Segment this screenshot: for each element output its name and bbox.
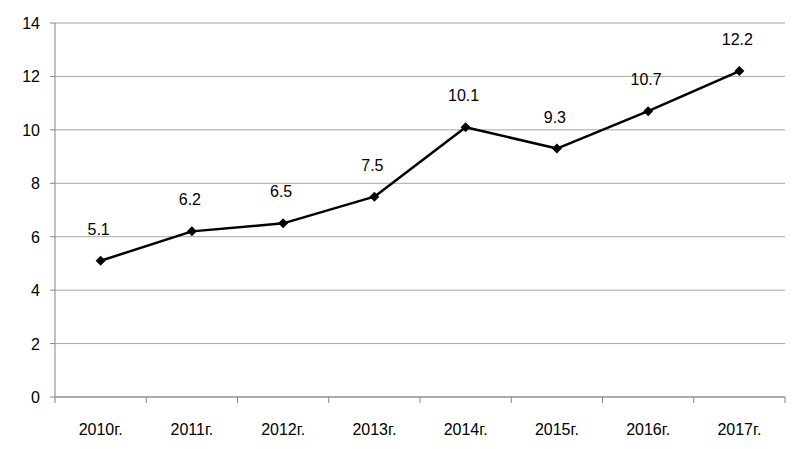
y-tick xyxy=(50,76,55,77)
x-tick-label: 2015г. xyxy=(535,421,579,438)
y-tick-label: 8 xyxy=(31,175,40,192)
data-point xyxy=(734,66,744,76)
x-tick xyxy=(420,397,421,403)
y-tick xyxy=(50,343,55,344)
x-tick xyxy=(602,397,603,403)
y-tick xyxy=(50,236,55,237)
x-tick-label: 2014г. xyxy=(444,421,488,438)
data-line xyxy=(101,71,740,261)
data-label: 10.7 xyxy=(631,71,662,88)
y-tick-label: 6 xyxy=(31,229,40,246)
grid-line xyxy=(55,183,785,184)
plot-area xyxy=(96,66,745,266)
grid-line xyxy=(55,129,785,130)
x-tick-label: 2016г. xyxy=(626,421,670,438)
x-tick-label: 2013г. xyxy=(352,421,396,438)
x-tick xyxy=(693,397,694,403)
x-tick xyxy=(237,397,238,403)
x-tick xyxy=(328,397,329,403)
data-point xyxy=(552,144,562,154)
x-tick-label: 2010г. xyxy=(79,421,123,438)
data-point xyxy=(643,106,653,116)
y-tick-label: 4 xyxy=(31,282,40,299)
data-label: 6.5 xyxy=(270,183,292,200)
x-tick xyxy=(511,397,512,403)
y-tick xyxy=(50,23,55,24)
grid-line xyxy=(55,23,785,24)
y-tick-label: 10 xyxy=(22,122,40,139)
data-point xyxy=(461,122,471,132)
y-tick xyxy=(50,290,55,291)
x-tick xyxy=(55,397,56,403)
grid-line xyxy=(55,76,785,77)
x-tick xyxy=(785,397,786,403)
x-tick-label: 2012г. xyxy=(261,421,305,438)
data-point xyxy=(187,226,197,236)
y-tick xyxy=(50,397,55,398)
grid-line xyxy=(55,343,785,344)
data-label: 6.2 xyxy=(179,191,201,208)
grid-line xyxy=(55,290,785,291)
data-label: 10.1 xyxy=(448,87,479,104)
y-tick-label: 0 xyxy=(31,389,40,406)
data-label: 7.5 xyxy=(361,157,383,174)
x-tick-label: 2011г. xyxy=(171,421,214,438)
data-label: 5.1 xyxy=(88,221,110,238)
data-label: 9.3 xyxy=(544,109,566,126)
data-point xyxy=(96,256,106,266)
y-axis xyxy=(55,23,56,397)
x-tick xyxy=(146,397,147,403)
data-label: 12.2 xyxy=(722,31,753,48)
chart-container: 0 2 4 6 8 10 12 14 2010г. 2011г. 2012г. 2013г. 2014г… xyxy=(0,0,809,449)
y-tick xyxy=(50,183,55,184)
data-point xyxy=(369,192,379,202)
y-tick-label: 14 xyxy=(22,15,40,32)
x-tick-label: 2017г. xyxy=(717,421,761,438)
grid-line xyxy=(55,236,785,237)
y-tick-label: 12 xyxy=(22,68,40,85)
y-tick xyxy=(50,129,55,130)
y-tick-label: 2 xyxy=(31,336,40,353)
chart-svg: 0 2 4 6 8 10 12 14 2010г. 2011г. 2012г. 2013г. 2014г… xyxy=(0,0,809,449)
data-point xyxy=(278,218,288,228)
